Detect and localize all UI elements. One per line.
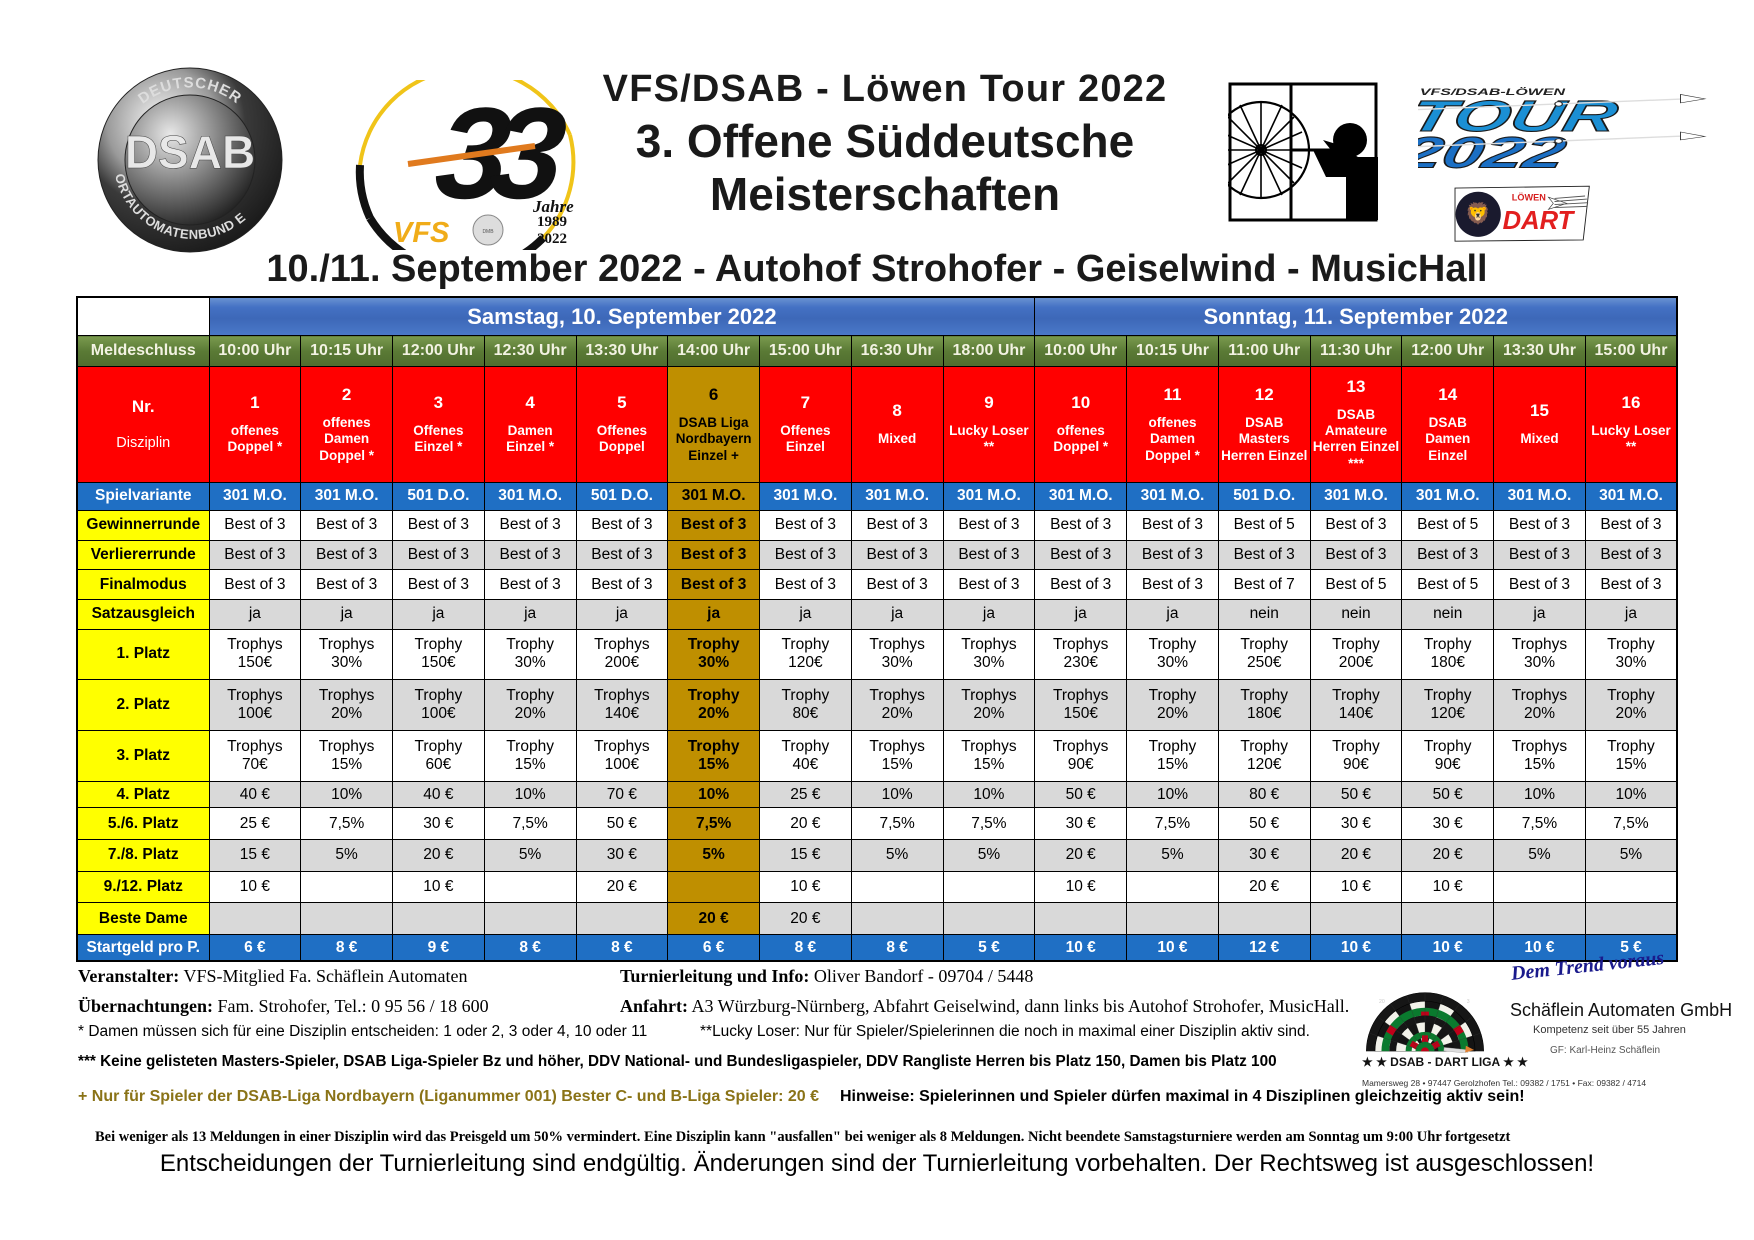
svg-text:1989: 1989 (537, 214, 567, 230)
svg-text:🦁: 🦁 (1465, 201, 1491, 225)
svg-text:LÖWEN: LÖWEN (1512, 192, 1546, 202)
svg-text:3: 3 (1467, 999, 1470, 1005)
svg-text:DART: DART (1503, 207, 1576, 235)
svg-text:2022: 2022 (537, 231, 567, 247)
svg-text:DSAB: DSAB (125, 126, 255, 178)
svg-text:2022: 2022 (1418, 128, 1571, 173)
svg-text:VFS: VFS (393, 217, 450, 249)
svg-text:20: 20 (1379, 999, 1385, 1005)
svg-text:DMB: DMB (482, 229, 494, 235)
